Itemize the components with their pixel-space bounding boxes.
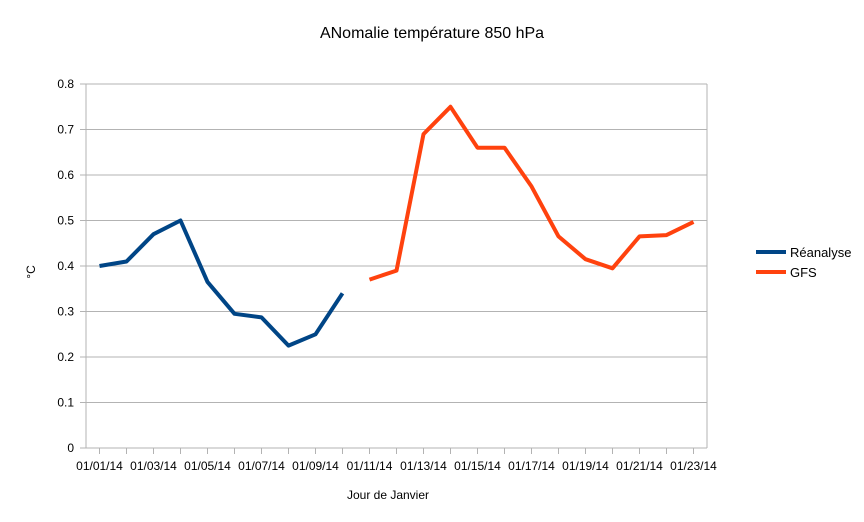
legend: Réanalyse GFS: [756, 245, 851, 280]
x-tick-label: 01/23/14: [670, 459, 717, 473]
y-tick-label: 0.3: [57, 305, 74, 319]
x-tick-label: 01/01/14: [76, 459, 123, 473]
y-tick-label: 0: [67, 441, 74, 455]
x-tick-label: 01/11/14: [347, 459, 393, 473]
y-tick-label: 0.6: [57, 168, 74, 182]
x-axis-title: Jour de Janvier: [347, 488, 429, 502]
legend-entry-r-analyse: Réanalyse: [790, 245, 851, 260]
y-tick-label: 0.5: [57, 214, 74, 228]
y-tick-label: 0.7: [57, 123, 74, 137]
x-tick-label: 01/09/14: [292, 459, 339, 473]
x-tick-label: 01/17/14: [508, 459, 555, 473]
legend-entry-gfs: GFS: [790, 265, 817, 280]
axes: [80, 83, 708, 454]
y-tick-label: 0.4: [57, 259, 74, 273]
y-tick-label: 0.8: [57, 77, 74, 91]
series-line-r-analyse: [99, 218, 345, 348]
x-tick-label: 01/15/14: [454, 459, 501, 473]
chart-title: ANomalie température 850 hPa: [320, 25, 544, 42]
y-tick-label: 0.1: [57, 396, 74, 410]
y-axis-title: °C: [24, 265, 38, 279]
x-tick-label: 01/19/14: [562, 459, 609, 473]
x-tick-label: 01/03/14: [130, 459, 177, 473]
data-series: [99, 104, 695, 348]
x-tick-label: 01/07/14: [238, 459, 285, 473]
series-line-gfs: [368, 104, 695, 282]
tick-labels: 0 0.1 0.2 0.3 0.4 0.5 0.6 0.7 0.8 01/01/14 01/03/1…: [57, 77, 717, 473]
x-tick-label: 01/05/14: [184, 459, 231, 473]
y-tick-label: 0.2: [57, 350, 74, 364]
x-tick-label: 01/13/14: [400, 459, 447, 473]
x-tick-label: 01/21/14: [616, 459, 663, 473]
